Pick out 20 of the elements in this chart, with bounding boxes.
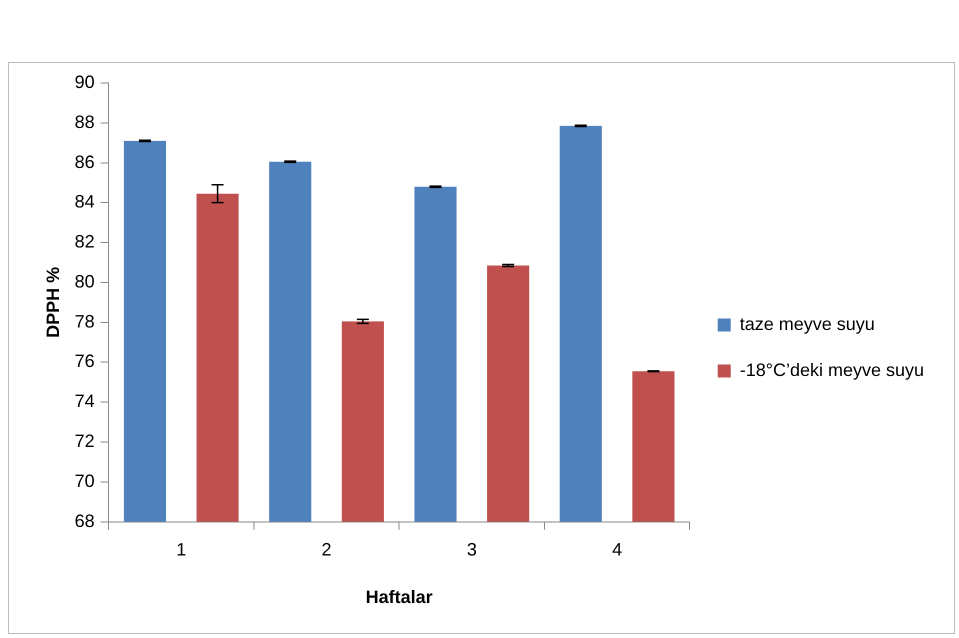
y-tick-label: 82 (74, 232, 95, 252)
legend-label: -18°C’deki meyve suyu (740, 360, 924, 380)
y-tick-label: 80 (74, 271, 95, 292)
y-tick-label: 86 (74, 152, 95, 172)
y-tick-label: 68 (74, 510, 95, 531)
y-tick-label: 76 (74, 351, 95, 372)
x-tick-label: 2 (322, 540, 332, 560)
x-tick-label: 4 (612, 540, 622, 560)
y-tick-label: 84 (74, 192, 95, 212)
x-axis-title: Haftalar (366, 587, 433, 608)
y-tick-label: 78 (74, 311, 95, 332)
y-tick-label: 72 (74, 430, 95, 451)
legend-label: taze meyve suyu (740, 314, 875, 334)
x-tick-label: 3 (466, 540, 477, 560)
y-tick-label: 70 (74, 470, 95, 491)
x-tick-label: 1 (176, 540, 186, 560)
y-axis-title: DPPH % (42, 266, 63, 338)
y-tick-label: 90 (74, 72, 95, 92)
y-tick-label: 74 (74, 391, 95, 412)
y-tick-label: 88 (74, 112, 95, 132)
